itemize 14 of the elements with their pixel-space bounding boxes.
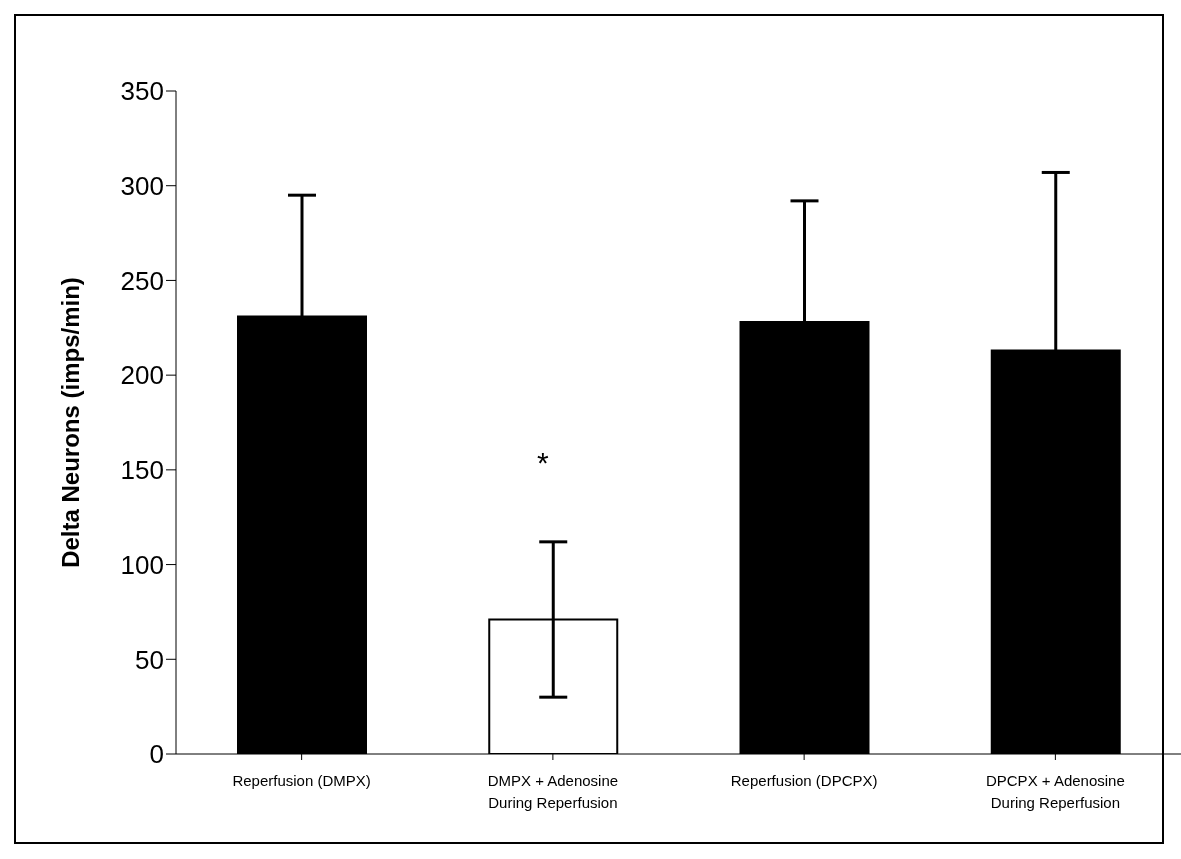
y-tick-label: 200 [120,360,164,391]
x-tick-label: Reperfusion (DPCPX) [730,772,878,789]
y-tick-label: 300 [120,170,164,201]
y-tick-label: 0 [149,739,164,770]
y-tick-label: 100 [120,549,164,580]
y-tick-label: 50 [135,644,164,675]
y-tick-label: 150 [120,455,164,486]
x-tick-label: DMPX + Adenosine During Reperfusion [487,772,619,811]
y-tick-label: 350 [120,76,164,107]
annotation: * [537,446,549,479]
x-tick-label: DPCPX + Adenosine During Reperfusion [985,772,1125,811]
y-tick-label: 250 [120,265,164,296]
y-axis-title: Delta Neurons (imps/min) [56,277,84,568]
x-tick-label: Reperfusion (DMPX) [232,772,371,789]
